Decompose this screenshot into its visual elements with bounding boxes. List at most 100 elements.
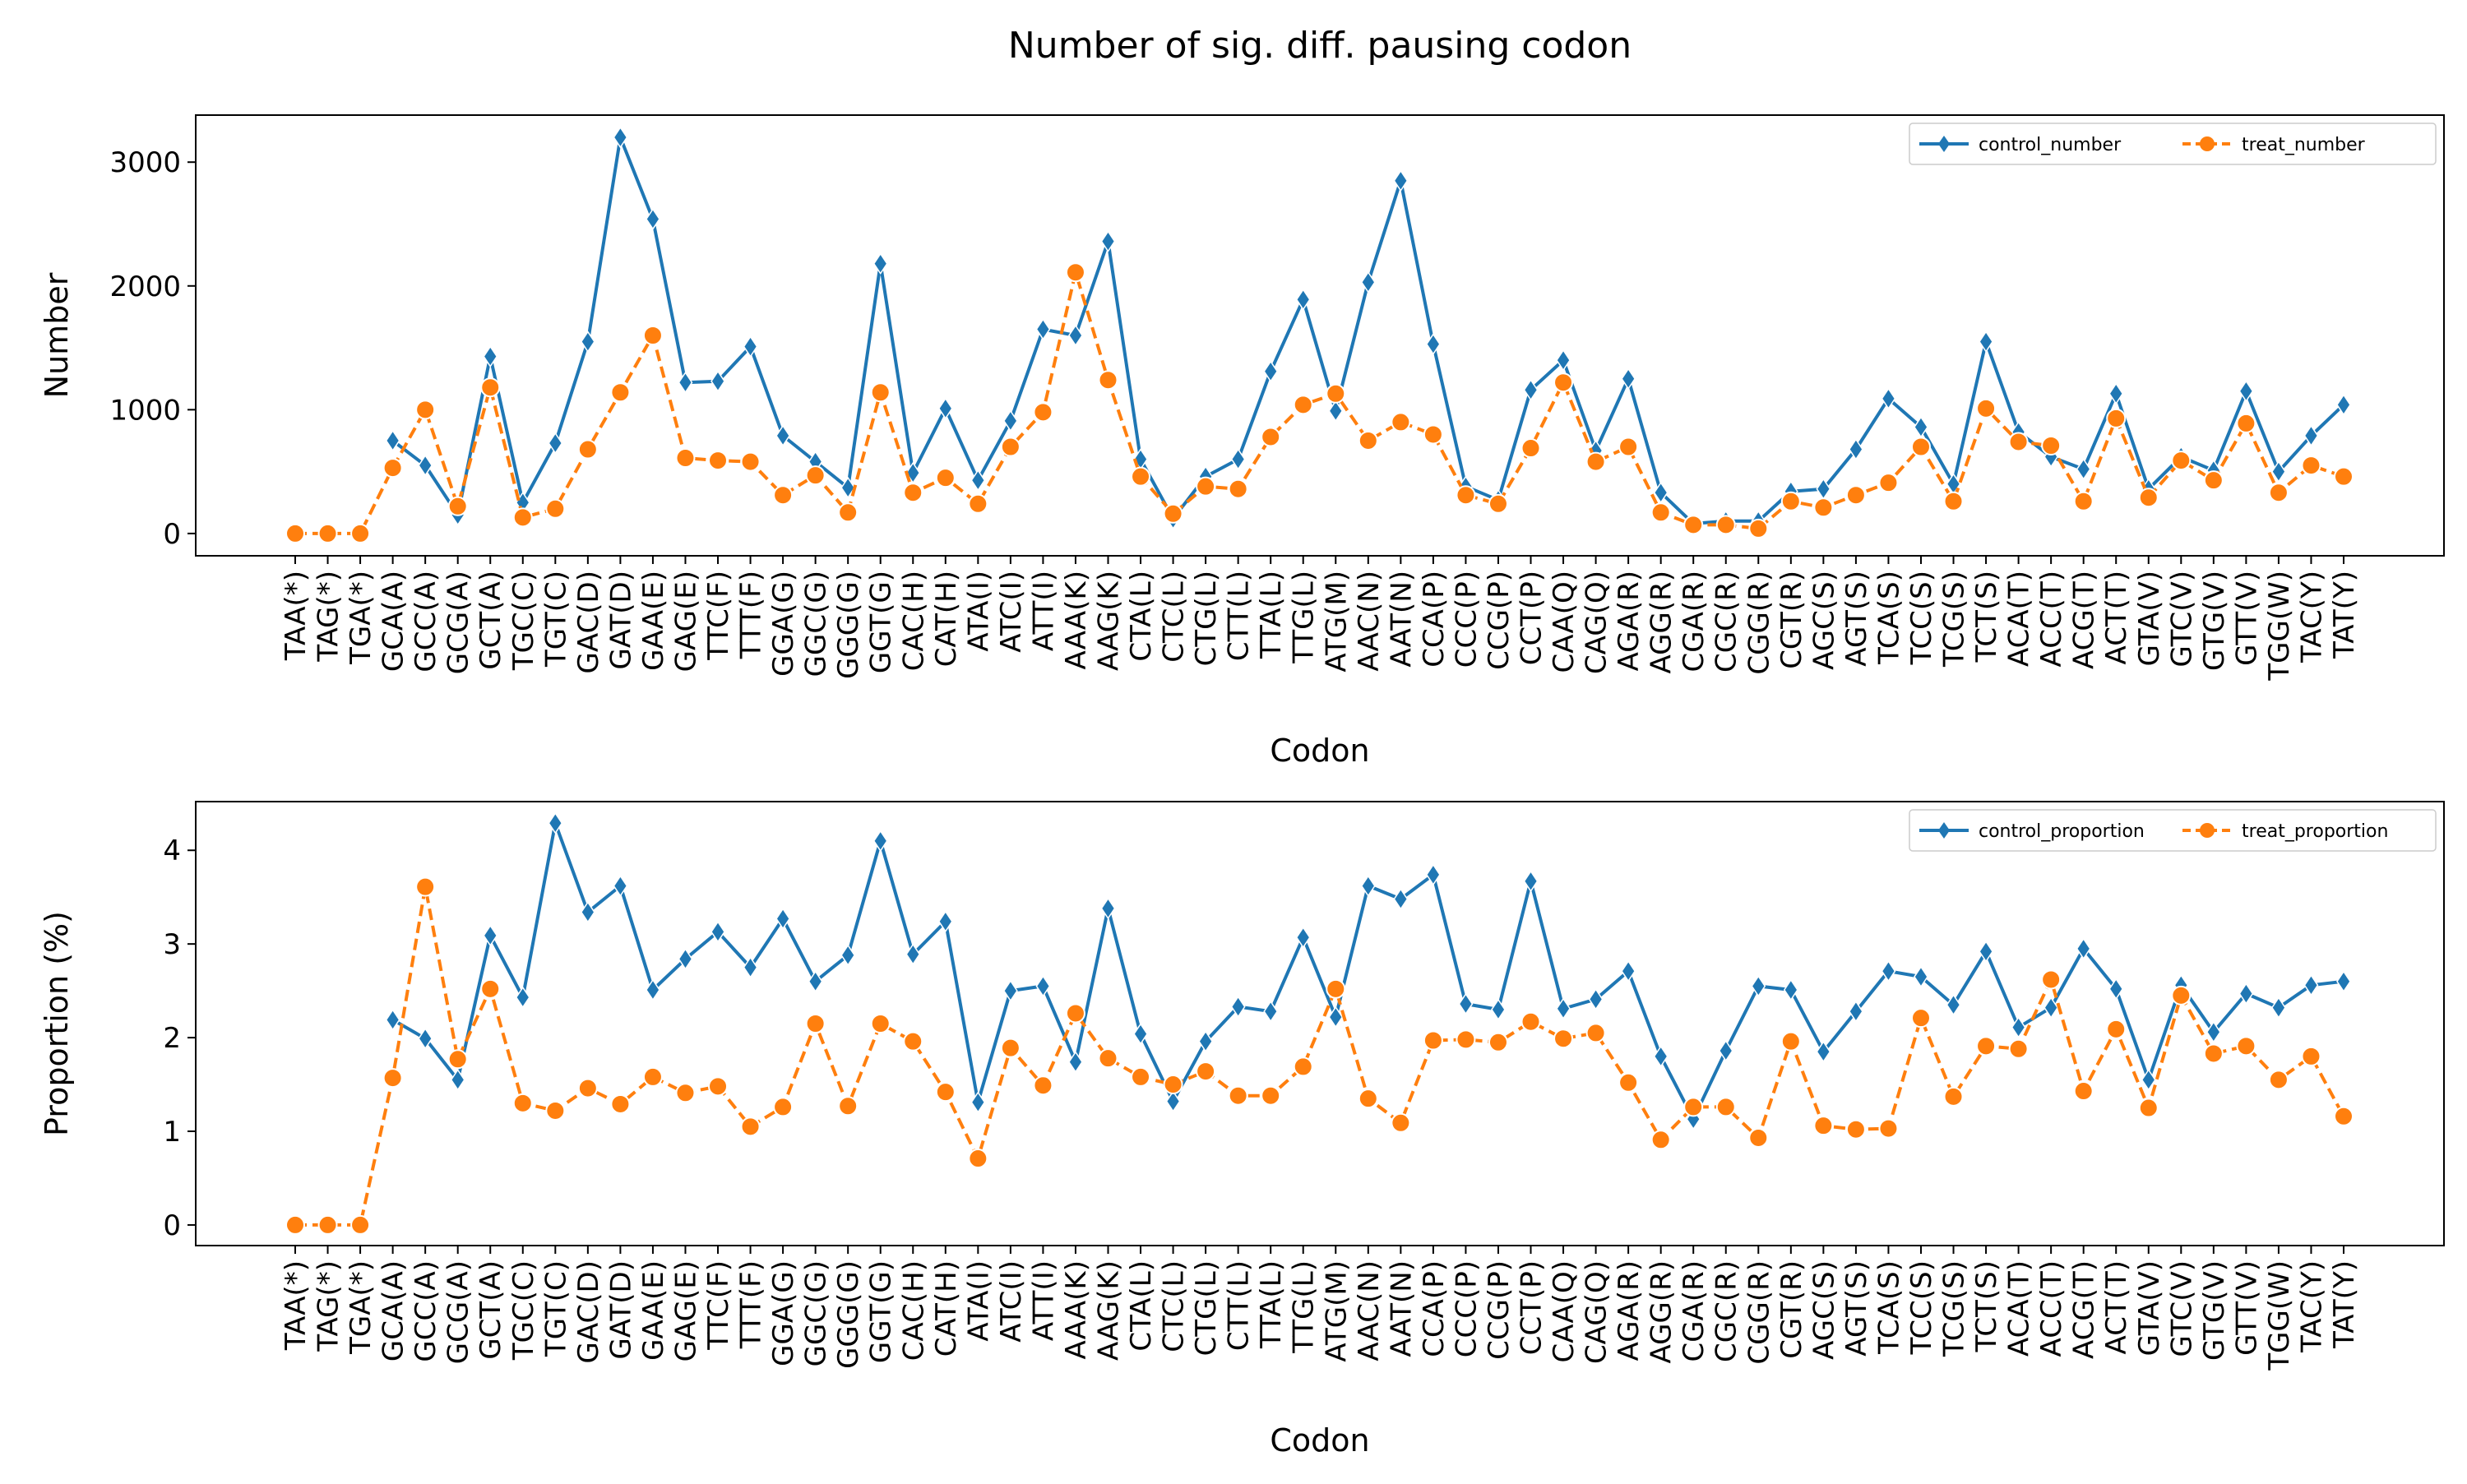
data-point-treat_number xyxy=(1391,412,1411,432)
x-tick-label: GGC(G) xyxy=(800,1260,833,1366)
data-point-treat_proportion xyxy=(447,1049,468,1070)
data-point-control_number xyxy=(2076,458,2091,480)
x-tick-label: ACA(T) xyxy=(2003,571,2036,667)
y-tick-label: 3000 xyxy=(109,146,181,179)
x-tick-label: TCG(S) xyxy=(1938,571,1971,668)
data-point-treat_number xyxy=(1488,493,1508,514)
legend-label: control_proportion xyxy=(1979,821,2145,842)
x-tick-label: CAC(H) xyxy=(897,1260,930,1361)
x-tick-label: ACT(T) xyxy=(2100,571,2133,664)
data-point-treat_proportion xyxy=(285,1214,305,1235)
data-point-control_proportion xyxy=(1946,993,1961,1016)
data-point-control_proportion xyxy=(1751,975,1766,997)
x-tick-label: AGG(R) xyxy=(1645,1260,1678,1364)
x-tick-label: GGC(G) xyxy=(800,571,833,677)
data-point-control_number xyxy=(418,454,433,477)
data-point-treat_number xyxy=(1293,395,1313,415)
x-tick-label: CAA(Q) xyxy=(1548,571,1581,673)
x-tick-label: TGT(C) xyxy=(539,1260,572,1357)
data-point-treat_proportion xyxy=(1456,1029,1476,1050)
data-point-treat_proportion xyxy=(2138,1098,2159,1118)
data-point-treat_proportion xyxy=(1520,1011,1541,1032)
data-point-control_proportion xyxy=(1425,863,1441,886)
x-tick-label: GTC(V) xyxy=(2165,571,2198,667)
x-tick-label: TAA(*) xyxy=(280,571,312,661)
data-point-control_proportion xyxy=(937,910,953,933)
data-point-control_proportion xyxy=(905,943,921,966)
data-point-treat_proportion xyxy=(350,1214,371,1235)
data-point-treat_proportion xyxy=(1813,1116,1834,1136)
data-point-treat_proportion xyxy=(1715,1097,1736,1117)
x-tick-label: GCG(A) xyxy=(442,571,475,674)
y-tick-label: 3 xyxy=(163,928,181,961)
data-point-control_proportion xyxy=(1588,988,1604,1010)
data-point-control_proportion xyxy=(1718,1039,1733,1062)
data-point-treat_proportion xyxy=(968,1149,988,1169)
x-tick-label: CAT(H) xyxy=(930,571,963,667)
data-point-control_number xyxy=(840,476,856,499)
x-tick-label: ATG(M) xyxy=(1320,571,1353,673)
data-point-treat_proportion xyxy=(1585,1023,1606,1043)
data-point-control_number xyxy=(1425,333,1441,355)
x-tick-label: CGG(R) xyxy=(1743,571,1775,675)
data-point-control_proportion xyxy=(1165,1090,1181,1112)
x-tick-label: CCA(P) xyxy=(1418,1260,1451,1357)
data-point-treat_proportion xyxy=(773,1097,794,1117)
data-point-control_proportion xyxy=(2076,937,2091,960)
data-point-treat_proportion xyxy=(2236,1036,2256,1056)
data-point-treat_number xyxy=(1878,473,1899,493)
data-point-treat_number xyxy=(675,448,696,469)
data-point-treat_proportion xyxy=(935,1082,956,1103)
x-tick-label: CCG(P) xyxy=(1483,571,1516,670)
data-point-control_proportion xyxy=(1263,1000,1279,1023)
data-point-control_number xyxy=(548,432,563,455)
x-axis-label: Codon xyxy=(1270,733,1369,769)
data-point-treat_number xyxy=(1065,262,1085,283)
x-tick-label: TGC(C) xyxy=(507,571,540,671)
data-point-treat_proportion xyxy=(545,1100,566,1121)
x-tick-label: TAA(*) xyxy=(280,1260,312,1351)
x-tick-label: CCG(P) xyxy=(1483,1260,1516,1360)
legend: control_number treat_number xyxy=(1909,123,2437,165)
data-point-control_proportion xyxy=(548,811,563,834)
x-tick-label: TGA(*) xyxy=(345,571,377,665)
y-axis-label: Number xyxy=(39,272,75,398)
legend-box xyxy=(1909,123,2437,165)
x-tick-label: AAT(N) xyxy=(1385,571,1418,668)
data-point-control_number xyxy=(1523,378,1539,401)
x-tick-label: ACC(T) xyxy=(2035,1260,2068,1357)
data-point-treat_number xyxy=(1813,497,1834,518)
data-point-treat_number xyxy=(415,400,436,420)
data-point-control_proportion xyxy=(1914,965,1928,988)
data-point-treat_number xyxy=(1618,437,1639,457)
x-tick-label: GAA(E) xyxy=(637,1260,670,1361)
figure-title: Number of sig. diff. pausing codon xyxy=(1008,25,1632,67)
data-point-control_proportion xyxy=(1523,870,1539,893)
data-point-treat_proportion xyxy=(382,1068,403,1089)
x-tick-label: AAG(K) xyxy=(1092,1260,1125,1361)
x-tick-label: GCT(A) xyxy=(474,571,507,670)
data-point-control_number xyxy=(483,345,498,368)
y-tick-label: 1 xyxy=(163,1116,181,1149)
data-point-treat_proportion xyxy=(903,1031,923,1052)
data-point-treat_number xyxy=(382,458,403,478)
data-point-treat_proportion xyxy=(870,1014,891,1033)
legend-box xyxy=(1909,809,2437,852)
x-tick-label: GAG(E) xyxy=(669,571,702,672)
x-tick-label: CGT(R) xyxy=(1775,571,1808,669)
data-point-control_proportion xyxy=(515,986,530,1009)
data-point-control_proportion xyxy=(743,956,758,978)
data-point-treat_number xyxy=(870,382,891,403)
x-tick-label: TCG(S) xyxy=(1938,1260,1971,1357)
data-point-control_proportion xyxy=(710,921,725,943)
x-axis-label: Codon xyxy=(1270,1422,1369,1459)
data-point-treat_proportion xyxy=(1845,1119,1866,1140)
data-point-treat_number xyxy=(1196,476,1216,497)
x-tick-label: AAC(N) xyxy=(1353,1260,1386,1361)
x-tick-label: TCC(S) xyxy=(1905,1260,1938,1355)
x-tick-label: GGT(G) xyxy=(865,1260,898,1363)
x-tick-label: GGG(G) xyxy=(832,1260,865,1369)
data-point-treat_number xyxy=(545,498,566,519)
